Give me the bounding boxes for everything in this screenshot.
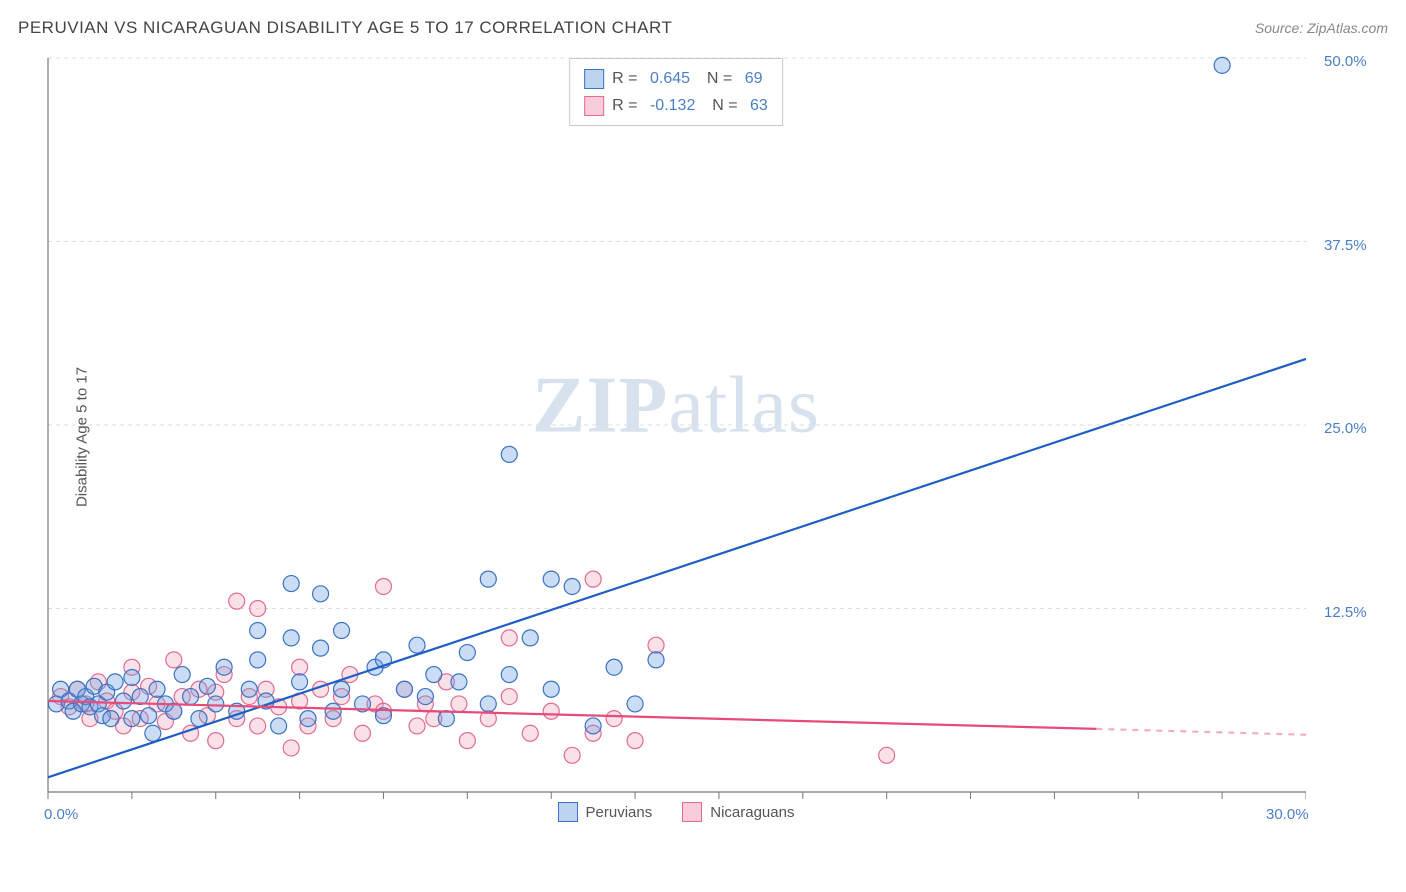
swatch-icon (584, 69, 604, 89)
swatch-icon (584, 96, 604, 116)
legend-row-nicaraguans: R = -0.132 N = 63 (584, 92, 768, 119)
chart-title: PERUVIAN VS NICARAGUAN DISABILITY AGE 5 … (18, 18, 672, 38)
chart-container: Disability Age 5 to 17 ZIPatlas R = 0.64… (46, 52, 1306, 822)
legend-item: Nicaraguans (682, 802, 794, 822)
y-tick: 37.5% (1324, 237, 1367, 254)
legend-label: Peruvians (586, 804, 653, 821)
y-tick: 50.0% (1324, 53, 1367, 70)
legend-label: Nicaraguans (710, 804, 794, 821)
legend-item: Peruvians (558, 802, 653, 822)
swatch-icon (682, 802, 702, 822)
y-tick: 12.5% (1324, 604, 1367, 621)
source-label: Source: ZipAtlas.com (1255, 20, 1388, 36)
y-tick: 25.0% (1324, 420, 1367, 437)
scatter-plot (46, 52, 1306, 822)
swatch-icon (558, 802, 578, 822)
correlation-legend: R = 0.645 N = 69 R = -0.132 N = 63 (569, 58, 783, 126)
legend-row-peruvians: R = 0.645 N = 69 (584, 65, 768, 92)
series-legend: Peruvians Nicaraguans (46, 802, 1306, 822)
